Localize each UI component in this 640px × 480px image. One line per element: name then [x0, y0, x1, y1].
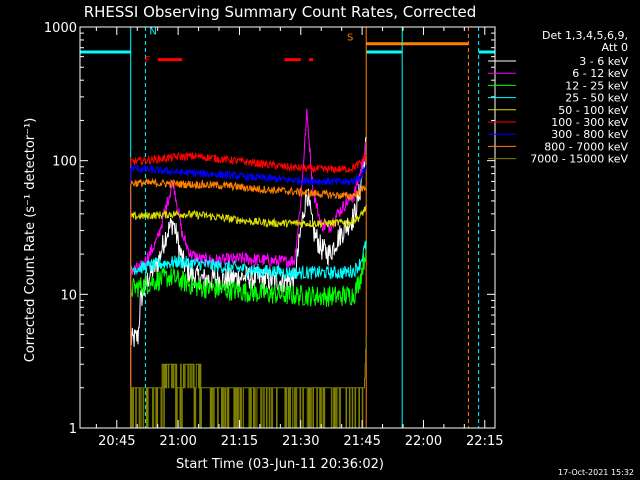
flag-s: S [347, 33, 353, 44]
chart-title: RHESSI Observing Summary Count Rates, Co… [84, 3, 477, 21]
legend-label: 300 - 800 keV [551, 128, 628, 141]
x-tick-label: 22:00 [405, 434, 442, 449]
plot-frame [79, 26, 496, 429]
series-line-8 [130, 334, 367, 429]
y-axis-label: Corrected Count Rate (s⁻¹ detector⁻¹) [23, 118, 38, 363]
legend-header-line: Det 1,3,4,5,6,9, [542, 29, 628, 42]
legend-header-line: Att 0 [602, 41, 628, 54]
series-line-2 [130, 239, 367, 428]
y-tick-label: 1 [69, 422, 77, 437]
x-tick-label: 21:15 [221, 434, 258, 449]
y-tick-label: 10 [60, 288, 77, 303]
legend-label: 50 - 100 keV [558, 104, 628, 117]
timestamp: 17-Oct-2021 15:32 [558, 468, 634, 477]
plot-area: N F S 20:45 21:00 21:15 21:30 21:45 22:00 22:15 1 1… [44, 21, 504, 449]
x-tick-label: 22:15 [466, 434, 503, 449]
series-line-7 [130, 177, 367, 428]
legend-label: 6 - 12 keV [572, 67, 628, 80]
series-line-3 [130, 241, 367, 428]
y-tick-label: 1000 [44, 21, 77, 36]
legend-label: 12 - 25 keV [565, 79, 628, 92]
legend-label: 7000 - 15000 keV [530, 153, 628, 166]
flag-f: F [144, 55, 150, 66]
series-line-4 [130, 204, 367, 428]
x-tick-label: 21:00 [159, 434, 196, 449]
x-tick-label: 20:45 [98, 434, 135, 449]
x-tick-label: 21:30 [282, 434, 319, 449]
x-axis-label: Start Time (03-Jun-11 20:36:02) [176, 457, 384, 472]
x-tick-label: 21:45 [343, 434, 380, 449]
legend-label: 3 - 6 keV [579, 55, 628, 68]
series-line-6 [130, 164, 367, 428]
y-tick-label: 100 [52, 155, 77, 170]
series-line-5 [130, 151, 367, 428]
legend-label: 25 - 50 keV [565, 92, 628, 105]
flag-n: N [149, 26, 156, 37]
legend-label: 800 - 7000 keV [544, 140, 628, 153]
legend-label: 100 - 300 keV [551, 116, 628, 129]
